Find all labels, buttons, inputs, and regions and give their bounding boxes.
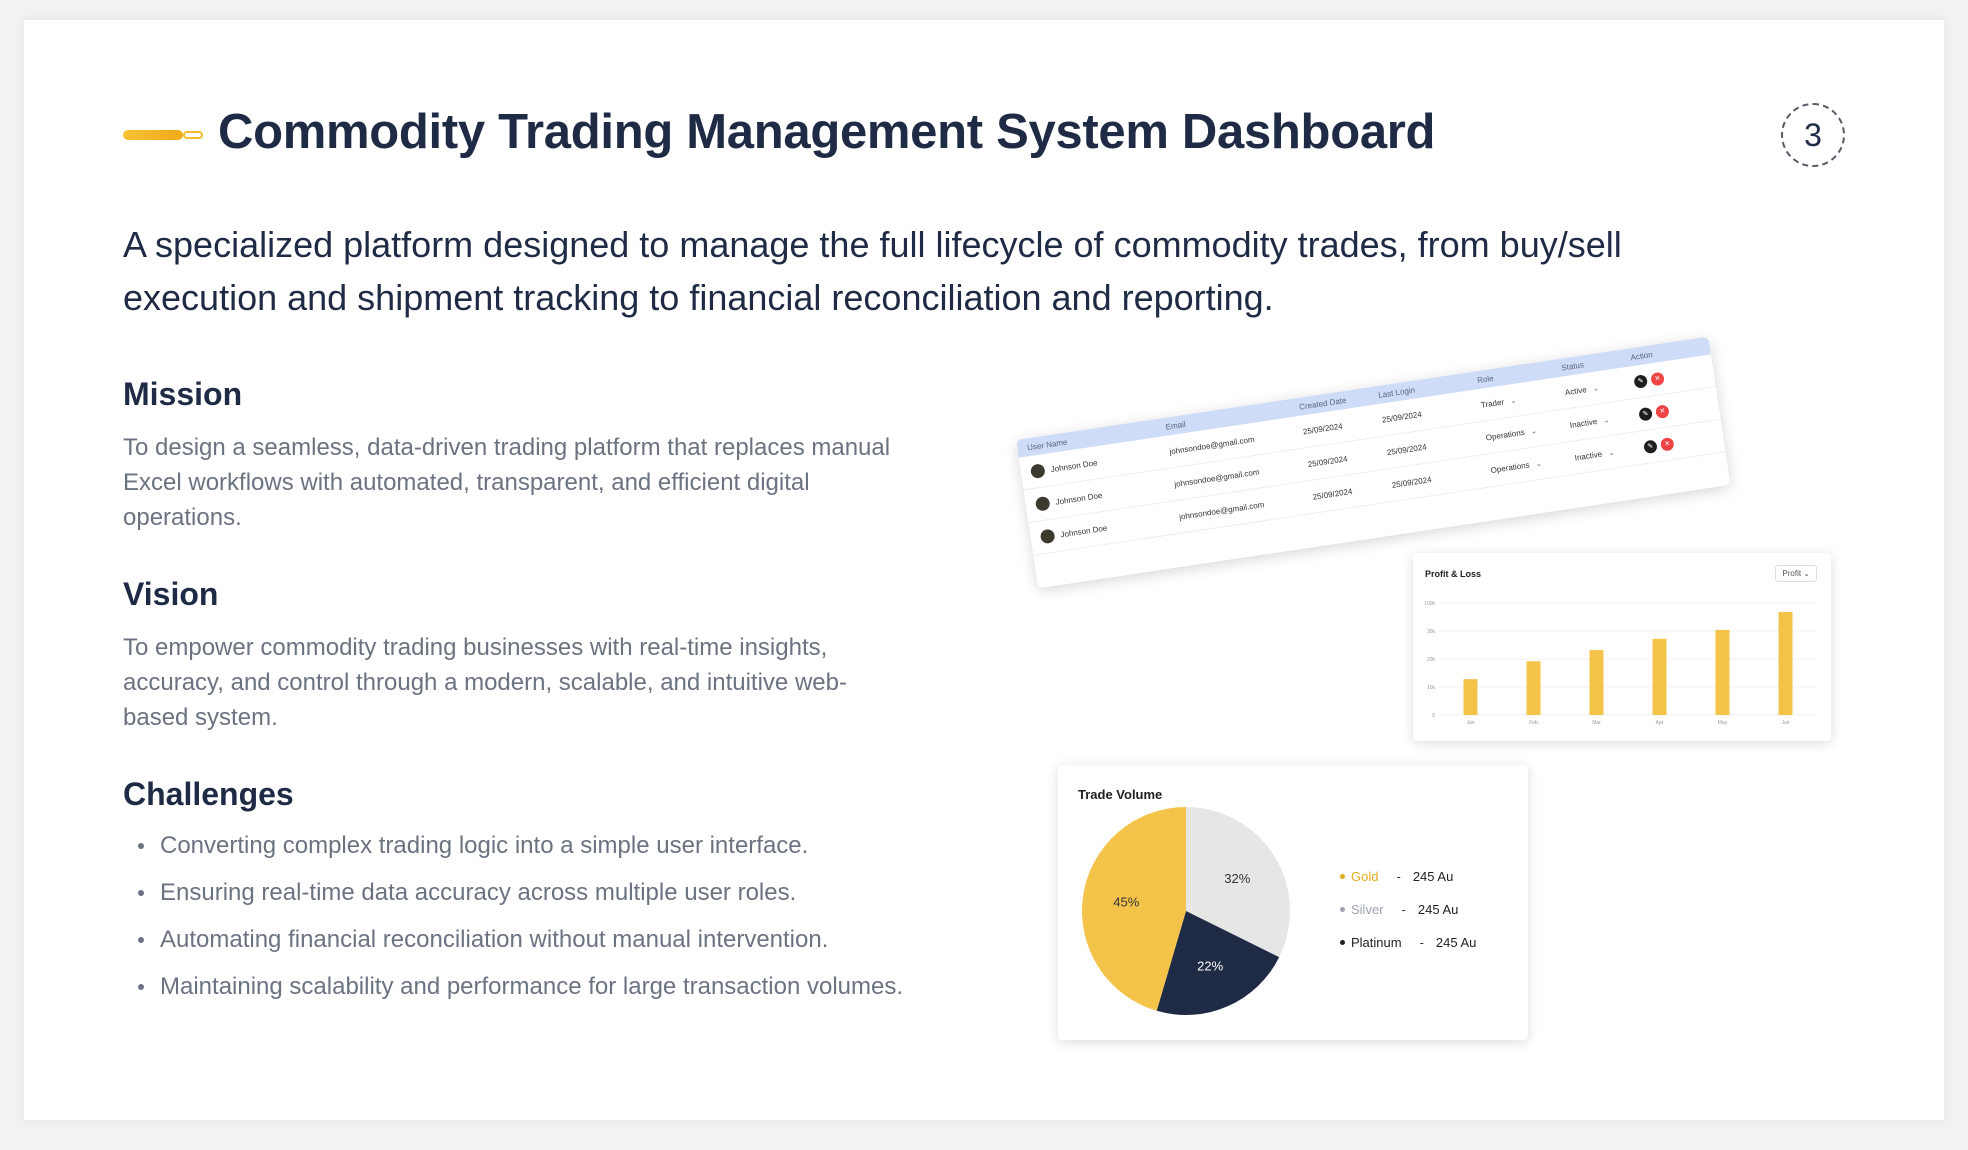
list-item: Maintaining scalability and performance …	[135, 969, 915, 1004]
status-value: Inactive	[1569, 416, 1598, 430]
legend-dot-icon	[1340, 907, 1345, 912]
legend-item-platinum: Platinum - 245 Au	[1340, 935, 1476, 950]
user-name: Johnson Doe	[1054, 490, 1103, 507]
x-tick-label: Feb	[1529, 720, 1538, 726]
legend-value: 245 Au	[1412, 869, 1454, 884]
page-number-badge: 3	[1781, 103, 1845, 167]
vision-heading: Vision	[123, 576, 219, 612]
delete-icon[interactable]: ✕	[1659, 436, 1675, 452]
legend-value: 245 Au	[1417, 902, 1459, 917]
status-select[interactable]: Inactive ⌄	[1569, 410, 1640, 430]
delete-icon[interactable]: ✕	[1650, 371, 1665, 386]
bar	[1652, 638, 1667, 715]
bar	[1463, 679, 1478, 715]
challenges-heading: Challenges	[123, 776, 294, 812]
edit-icon[interactable]: ✎	[1633, 373, 1649, 389]
legend-dot-icon	[1340, 874, 1345, 879]
created-date: 25/09/2024	[1307, 453, 1349, 469]
pie-slice-platinum	[1156, 911, 1280, 1015]
challenges-list: Converting complex trading logic into a …	[135, 828, 915, 1016]
last-login: 25/09/2024	[1381, 409, 1423, 425]
legend-value: 245 Au	[1435, 935, 1477, 950]
bar	[1778, 611, 1793, 715]
user-name: Johnson Doe	[1059, 523, 1108, 539]
profit-loss-panel: Profit & Loss Profit ⌄ 0 10k 20k 30k 100k Jan…	[1413, 553, 1831, 741]
role-select[interactable]: Trader ⌄	[1480, 388, 1565, 409]
trade-volume-panel: Trade Volume 32% 22% 45% Gold - 245 Au Sil…	[1058, 765, 1528, 1040]
legend-label: Platinum	[1351, 935, 1402, 950]
x-tick-label: Mar	[1592, 720, 1601, 726]
chevron-down-icon: ⌄	[1591, 382, 1600, 393]
chevron-down-icon: ⌄	[1607, 447, 1616, 458]
x-tick-label: May	[1718, 720, 1728, 726]
x-tick-label: Jun	[1781, 720, 1789, 726]
created-date: 25/09/2024	[1311, 486, 1353, 502]
chevron-down-icon: ⌄	[1529, 425, 1538, 436]
mission-heading: Mission	[123, 376, 243, 412]
delete-icon[interactable]: ✕	[1654, 403, 1670, 419]
select-value: Profit	[1782, 569, 1802, 578]
user-name: Johnson Doe	[1050, 457, 1098, 474]
chevron-down-icon: ⌄	[1602, 414, 1611, 425]
intro-paragraph: A specialized platform designed to manag…	[123, 224, 1622, 318]
role-select[interactable]: Operations ⌄	[1485, 421, 1570, 442]
mission-body: To design a seamless, data-driven tradin…	[123, 434, 891, 531]
slice-label: 22%	[1197, 958, 1223, 973]
last-login: 25/09/2024	[1391, 474, 1433, 490]
pie-slice-gold	[1082, 807, 1186, 1011]
accent-bar-icon	[123, 128, 203, 142]
role-value: Operations	[1485, 427, 1526, 442]
slice-label: 45%	[1113, 894, 1139, 909]
legend-item-silver: Silver - 245 Au	[1340, 902, 1458, 917]
last-login: 25/09/2024	[1386, 441, 1428, 457]
chart-title: Profit & Loss	[1425, 569, 1482, 579]
status-select[interactable]: Inactive ⌄	[1574, 443, 1645, 462]
pie-slice-silver	[1186, 807, 1290, 958]
role-select[interactable]: Operations ⌄	[1490, 453, 1575, 475]
vision-body: To empower commodity trading businesses …	[123, 634, 847, 731]
page-title: Commodity Trading Management System Dash…	[218, 105, 1436, 159]
legend-dot-icon	[1340, 940, 1345, 945]
x-tick-label: Jan	[1466, 720, 1474, 726]
edit-icon[interactable]: ✎	[1643, 438, 1658, 454]
avatar	[1039, 528, 1056, 545]
trade-volume-chart: 32% 22% 45%	[1082, 807, 1290, 1015]
y-tick-label: 30k	[1427, 629, 1436, 635]
status-value: Inactive	[1574, 449, 1603, 463]
list-item: Converting complex trading logic into a …	[135, 828, 915, 863]
status-select[interactable]: Active ⌄	[1564, 378, 1635, 397]
role-value: Trader	[1480, 397, 1505, 410]
chart-title: Trade Volume	[1078, 787, 1163, 802]
legend-label: Silver	[1351, 902, 1384, 917]
list-item: Ensuring real-time data accuracy across …	[135, 875, 915, 910]
x-tick-label: Apr	[1656, 720, 1664, 726]
bar	[1526, 661, 1541, 715]
y-tick-label: 20k	[1427, 657, 1436, 663]
profit-select[interactable]: Profit ⌄	[1775, 565, 1817, 582]
legend-label: Gold	[1351, 869, 1379, 884]
created-date: 25/09/2024	[1302, 421, 1344, 436]
y-tick-label: 100k	[1424, 601, 1435, 607]
slice-label: 32%	[1224, 871, 1250, 886]
status-value: Active	[1564, 384, 1588, 397]
bar	[1715, 629, 1730, 715]
edit-icon[interactable]: ✎	[1638, 406, 1653, 422]
y-tick-label: 10k	[1427, 685, 1436, 691]
chevron-down-icon: ⌄	[1803, 569, 1810, 578]
bar	[1589, 650, 1604, 715]
avatar	[1029, 463, 1046, 480]
role-value: Operations	[1490, 459, 1531, 475]
legend-item-gold: Gold - 245 Au	[1340, 869, 1453, 884]
profit-loss-chart: 0 10k 20k 30k 100k Jan Feb Mar Apr May Jun	[1424, 601, 1817, 726]
y-tick-label: 0	[1432, 713, 1435, 719]
list-item: Automating financial reconciliation with…	[135, 922, 915, 957]
user-email: johnsondoe@gmail.com	[1178, 499, 1265, 522]
chevron-down-icon: ⌄	[1534, 458, 1543, 468]
avatar	[1034, 495, 1051, 512]
chevron-down-icon: ⌄	[1509, 395, 1518, 406]
